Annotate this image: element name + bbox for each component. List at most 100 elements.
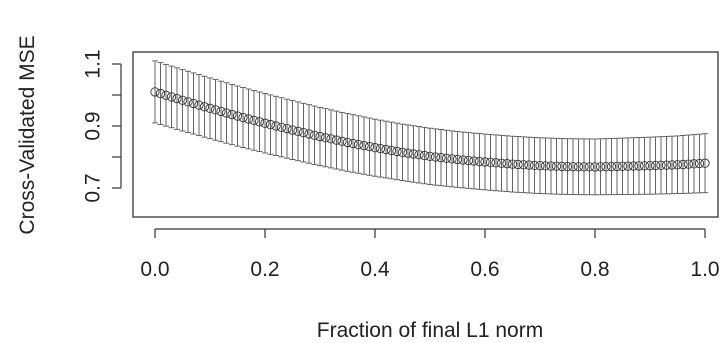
data-point <box>249 115 259 126</box>
data-point <box>529 160 540 171</box>
data-point <box>210 105 221 115</box>
data-point <box>194 100 204 110</box>
data-point <box>590 162 600 172</box>
data-point <box>161 90 171 100</box>
data-point <box>546 161 556 171</box>
y-tick-label: 0.7 <box>82 173 105 202</box>
data-point <box>650 160 661 171</box>
y-axis-title: Cross-Validated MSE <box>16 35 39 234</box>
data-point <box>502 159 512 169</box>
data-point <box>375 143 386 154</box>
data-point <box>304 129 314 139</box>
y-tick-label: 0.9 <box>82 111 105 140</box>
data-point <box>694 158 705 169</box>
data-point <box>683 159 694 169</box>
data-point <box>689 159 699 169</box>
data-point <box>579 162 589 172</box>
data-point <box>287 125 298 135</box>
data-points <box>150 87 710 172</box>
data-point <box>480 157 490 167</box>
data-point <box>524 160 534 170</box>
x-tick-label: 0.4 <box>360 258 390 281</box>
data-point <box>155 88 166 99</box>
data-point <box>408 149 419 159</box>
data-point <box>282 124 292 134</box>
data-point <box>436 152 446 163</box>
data-point <box>276 122 287 132</box>
data-point <box>370 143 380 153</box>
x-tick-label: 0.2 <box>250 258 279 281</box>
data-point <box>166 92 177 102</box>
data-point <box>595 162 606 172</box>
data-point <box>458 155 468 165</box>
data-point <box>397 147 408 158</box>
data-point <box>507 159 518 169</box>
data-point <box>386 145 397 156</box>
data-point <box>601 162 611 172</box>
y-tick-label: 1.1 <box>82 49 105 78</box>
data-point <box>491 158 501 168</box>
data-point <box>403 148 413 158</box>
data-point <box>150 87 160 97</box>
data-point <box>661 160 672 170</box>
data-point <box>298 127 309 138</box>
data-point <box>496 158 507 168</box>
data-point <box>535 161 545 171</box>
data-point <box>612 161 622 172</box>
data-point <box>623 161 633 171</box>
data-point <box>337 136 347 146</box>
data-point <box>188 98 199 109</box>
data-point <box>414 150 424 160</box>
data-point <box>227 109 237 120</box>
data-point <box>568 162 578 172</box>
data-point <box>463 155 474 166</box>
data-point <box>232 111 243 121</box>
data-point <box>645 161 655 171</box>
data-point <box>265 119 276 130</box>
data-point <box>326 134 336 144</box>
data-point <box>513 159 523 170</box>
plot-frame <box>132 51 719 218</box>
data-point <box>221 108 232 118</box>
data-point <box>309 130 320 140</box>
data-point <box>183 97 193 107</box>
data-point <box>364 141 375 152</box>
data-point <box>425 151 435 162</box>
data-point <box>260 118 270 128</box>
data-point <box>430 152 441 162</box>
data-point <box>452 154 463 165</box>
data-point <box>557 161 567 172</box>
data-point <box>656 160 666 170</box>
error-bars <box>152 60 708 196</box>
x-tick-label: 0.8 <box>580 258 609 281</box>
data-point <box>205 103 215 113</box>
data-point <box>540 161 551 171</box>
data-point <box>441 153 452 163</box>
data-point <box>562 161 573 172</box>
data-point <box>342 137 353 148</box>
data-point <box>359 140 369 151</box>
data-point <box>238 112 248 123</box>
data-point <box>617 161 628 171</box>
data-point <box>469 156 479 166</box>
y-axis: 0.7 0.9 1.1 <box>82 49 122 203</box>
data-point <box>315 131 325 142</box>
data-point <box>254 117 265 127</box>
x-tick-label: 1.0 <box>690 258 719 281</box>
data-point <box>606 161 617 172</box>
data-point <box>639 161 650 171</box>
data-point <box>177 95 188 105</box>
data-point <box>634 161 644 171</box>
data-point <box>419 150 430 161</box>
data-point <box>353 139 364 150</box>
data-point <box>551 161 562 171</box>
data-point <box>293 126 303 136</box>
data-point <box>485 157 496 168</box>
data-point <box>320 133 331 143</box>
data-point <box>672 160 683 170</box>
data-point <box>518 160 529 170</box>
data-point <box>474 156 485 167</box>
x-tick-label: 0.6 <box>470 258 499 281</box>
data-point <box>381 144 391 155</box>
